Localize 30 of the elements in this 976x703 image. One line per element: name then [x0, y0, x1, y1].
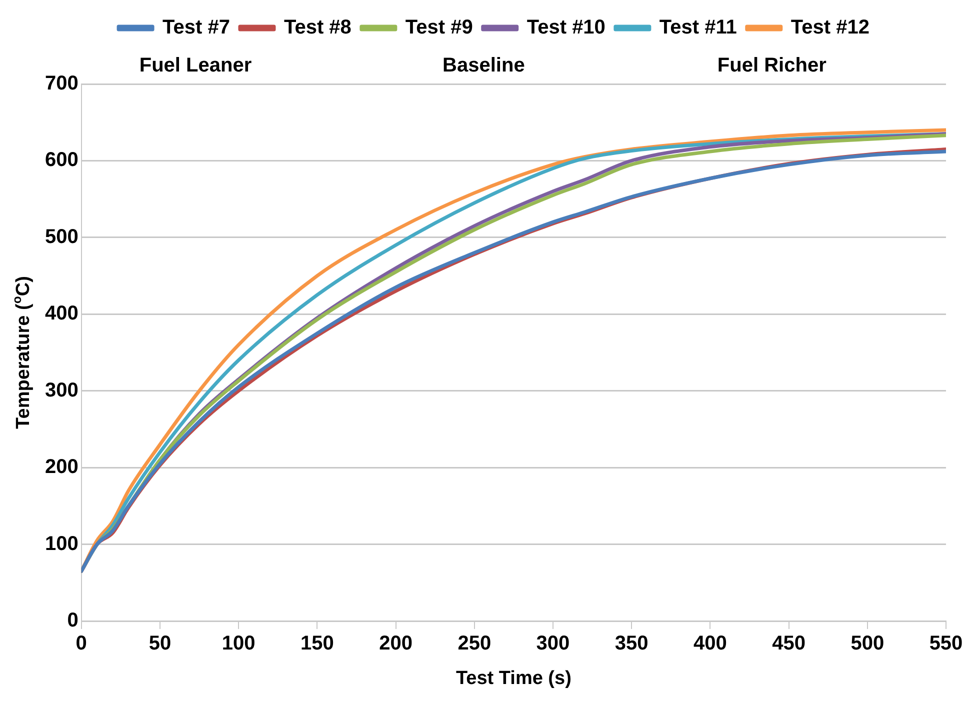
- x-tick-label: 500: [850, 632, 884, 655]
- x-tick-label: 100: [222, 632, 256, 655]
- legend-label: Test #7: [162, 16, 230, 39]
- x-tick-label: 550: [929, 632, 963, 655]
- legend-label: Test #12: [790, 16, 870, 39]
- y-tick-label: 600: [44, 149, 78, 172]
- legend-label: Test #9: [405, 16, 473, 39]
- y-tick-label: 200: [44, 456, 78, 478]
- y-tick-label: 100: [44, 532, 78, 555]
- y-axis-title: Temperature (oC): [10, 276, 34, 429]
- x-axis-title: Test Time (s): [456, 668, 572, 690]
- x-tick-label: 450: [772, 632, 806, 655]
- x-tick-label: 50: [148, 632, 172, 655]
- y-tick-label: 700: [44, 72, 78, 95]
- legend-label: Test #8: [284, 16, 352, 39]
- legend-label: Test #10: [526, 16, 606, 39]
- x-tick-label: 350: [614, 632, 648, 655]
- y-tick-label: 500: [44, 226, 78, 248]
- text: Baseline: [442, 54, 525, 77]
- y-tick-label: 400: [44, 302, 78, 325]
- y-tick-label: 0: [67, 610, 78, 632]
- text: Fuel Richer: [717, 54, 827, 77]
- x-tick-label: 200: [379, 632, 412, 655]
- text: Fuel Leaner: [139, 54, 252, 77]
- y-tick-label: 300: [44, 379, 78, 402]
- x-tick-label: 250: [458, 632, 492, 655]
- x-tick-label: 300: [536, 632, 570, 655]
- x-tick-label: 150: [300, 632, 334, 655]
- x-tick-label: 400: [694, 632, 727, 655]
- legend-label: Test #11: [659, 16, 737, 39]
